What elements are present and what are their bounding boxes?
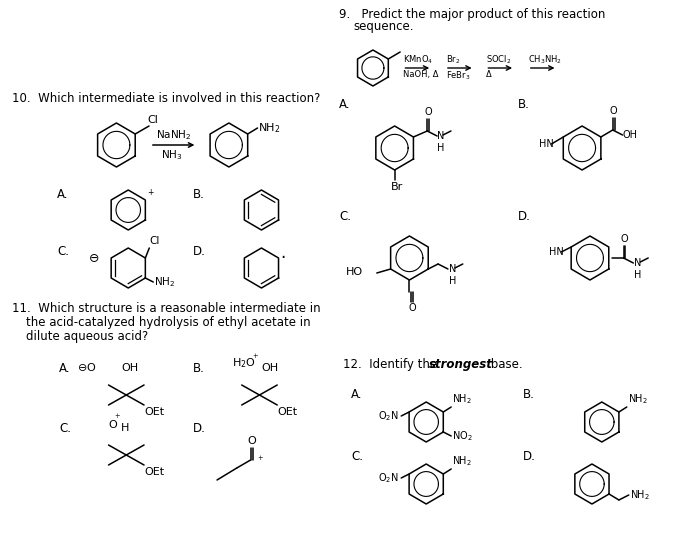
Text: B.: B. bbox=[523, 388, 535, 401]
Text: NH$_2$: NH$_2$ bbox=[630, 488, 650, 502]
Text: O: O bbox=[408, 303, 416, 313]
Text: O: O bbox=[621, 234, 628, 244]
Text: 12.  Identify the: 12. Identify the bbox=[343, 358, 441, 371]
Text: OEt: OEt bbox=[144, 467, 164, 477]
Text: H: H bbox=[634, 270, 642, 280]
Text: D.: D. bbox=[518, 210, 531, 223]
Text: O: O bbox=[109, 420, 117, 430]
Text: dilute aqueous acid?: dilute aqueous acid? bbox=[26, 330, 148, 343]
Text: C.: C. bbox=[339, 210, 352, 223]
Text: sequence.: sequence. bbox=[353, 20, 414, 33]
Text: Cl: Cl bbox=[149, 236, 160, 246]
Text: OEt: OEt bbox=[277, 407, 297, 417]
Text: B.: B. bbox=[193, 362, 204, 375]
Text: HN: HN bbox=[539, 139, 554, 149]
Text: NH$_2$: NH$_2$ bbox=[154, 275, 175, 289]
Text: base.: base. bbox=[487, 358, 523, 371]
Text: NH$_2$: NH$_2$ bbox=[628, 392, 648, 406]
Text: $\ominus$O: $\ominus$O bbox=[77, 361, 97, 373]
Text: D.: D. bbox=[523, 450, 536, 463]
Text: NO$_2$: NO$_2$ bbox=[452, 429, 473, 443]
Text: $^{+}$: $^{+}$ bbox=[147, 188, 155, 198]
Text: $^{+}$: $^{+}$ bbox=[256, 455, 264, 465]
Text: KMnO$_4$: KMnO$_4$ bbox=[402, 53, 433, 66]
Text: H: H bbox=[449, 276, 456, 286]
Text: CH$_3$NH$_2$: CH$_3$NH$_2$ bbox=[528, 53, 562, 66]
Text: OH: OH bbox=[262, 363, 279, 373]
Text: N: N bbox=[437, 131, 445, 141]
Text: NaOH, Δ: NaOH, Δ bbox=[402, 70, 438, 79]
Text: D.: D. bbox=[193, 245, 206, 258]
Text: Br$_2$: Br$_2$ bbox=[446, 53, 460, 66]
Text: A.: A. bbox=[59, 362, 71, 375]
Text: 11.  Which structure is a reasonable intermediate in: 11. Which structure is a reasonable inte… bbox=[12, 302, 320, 315]
Text: D.: D. bbox=[193, 422, 206, 435]
Text: H$_2$O: H$_2$O bbox=[232, 356, 256, 370]
Text: NH$_2$: NH$_2$ bbox=[452, 392, 472, 406]
Text: C.: C. bbox=[57, 245, 69, 258]
Text: OH: OH bbox=[623, 130, 637, 140]
Text: N: N bbox=[449, 264, 456, 274]
Text: C.: C. bbox=[352, 450, 363, 463]
Text: O: O bbox=[610, 106, 617, 116]
Text: O: O bbox=[425, 107, 432, 117]
Text: SOCl$_2$: SOCl$_2$ bbox=[486, 53, 512, 66]
Text: H: H bbox=[122, 423, 130, 433]
Text: ·: · bbox=[281, 249, 286, 267]
Text: FeBr$_3$: FeBr$_3$ bbox=[446, 70, 470, 82]
Text: H: H bbox=[437, 143, 445, 153]
Text: N: N bbox=[634, 258, 642, 268]
Text: OH: OH bbox=[122, 363, 139, 373]
Text: B.: B. bbox=[518, 98, 530, 111]
Text: Cl: Cl bbox=[147, 115, 158, 125]
Text: 10.  Which intermediate is involved in this reaction?: 10. Which intermediate is involved in th… bbox=[12, 92, 320, 105]
Text: O$_2$N: O$_2$N bbox=[379, 409, 400, 423]
Text: NaNH$_2$: NaNH$_2$ bbox=[156, 128, 191, 142]
Text: O: O bbox=[247, 436, 256, 446]
Text: $^{+}$: $^{+}$ bbox=[114, 413, 122, 423]
Text: O$_2$N: O$_2$N bbox=[379, 471, 400, 485]
Text: NH$_3$: NH$_3$ bbox=[161, 148, 182, 162]
Text: OEt: OEt bbox=[144, 407, 164, 417]
Text: the acid-catalyzed hydrolysis of ethyl acetate in: the acid-catalyzed hydrolysis of ethyl a… bbox=[26, 316, 310, 329]
Text: HN: HN bbox=[550, 247, 564, 257]
Text: $\ominus$: $\ominus$ bbox=[88, 252, 99, 264]
Text: B.: B. bbox=[193, 188, 204, 201]
Text: C.: C. bbox=[59, 422, 71, 435]
Text: HO: HO bbox=[346, 267, 363, 277]
Text: $^{+}$: $^{+}$ bbox=[251, 353, 258, 363]
Text: A.: A. bbox=[352, 388, 363, 401]
Text: 9.   Predict the major product of this reaction: 9. Predict the major product of this rea… bbox=[339, 8, 606, 21]
Text: Δ: Δ bbox=[486, 70, 492, 79]
Text: Br: Br bbox=[391, 182, 403, 192]
Text: A.: A. bbox=[57, 188, 69, 201]
Text: A.: A. bbox=[339, 98, 351, 111]
Text: NH$_2$: NH$_2$ bbox=[258, 121, 280, 135]
Text: NH$_2$: NH$_2$ bbox=[452, 454, 472, 468]
Text: strongest: strongest bbox=[429, 358, 493, 371]
